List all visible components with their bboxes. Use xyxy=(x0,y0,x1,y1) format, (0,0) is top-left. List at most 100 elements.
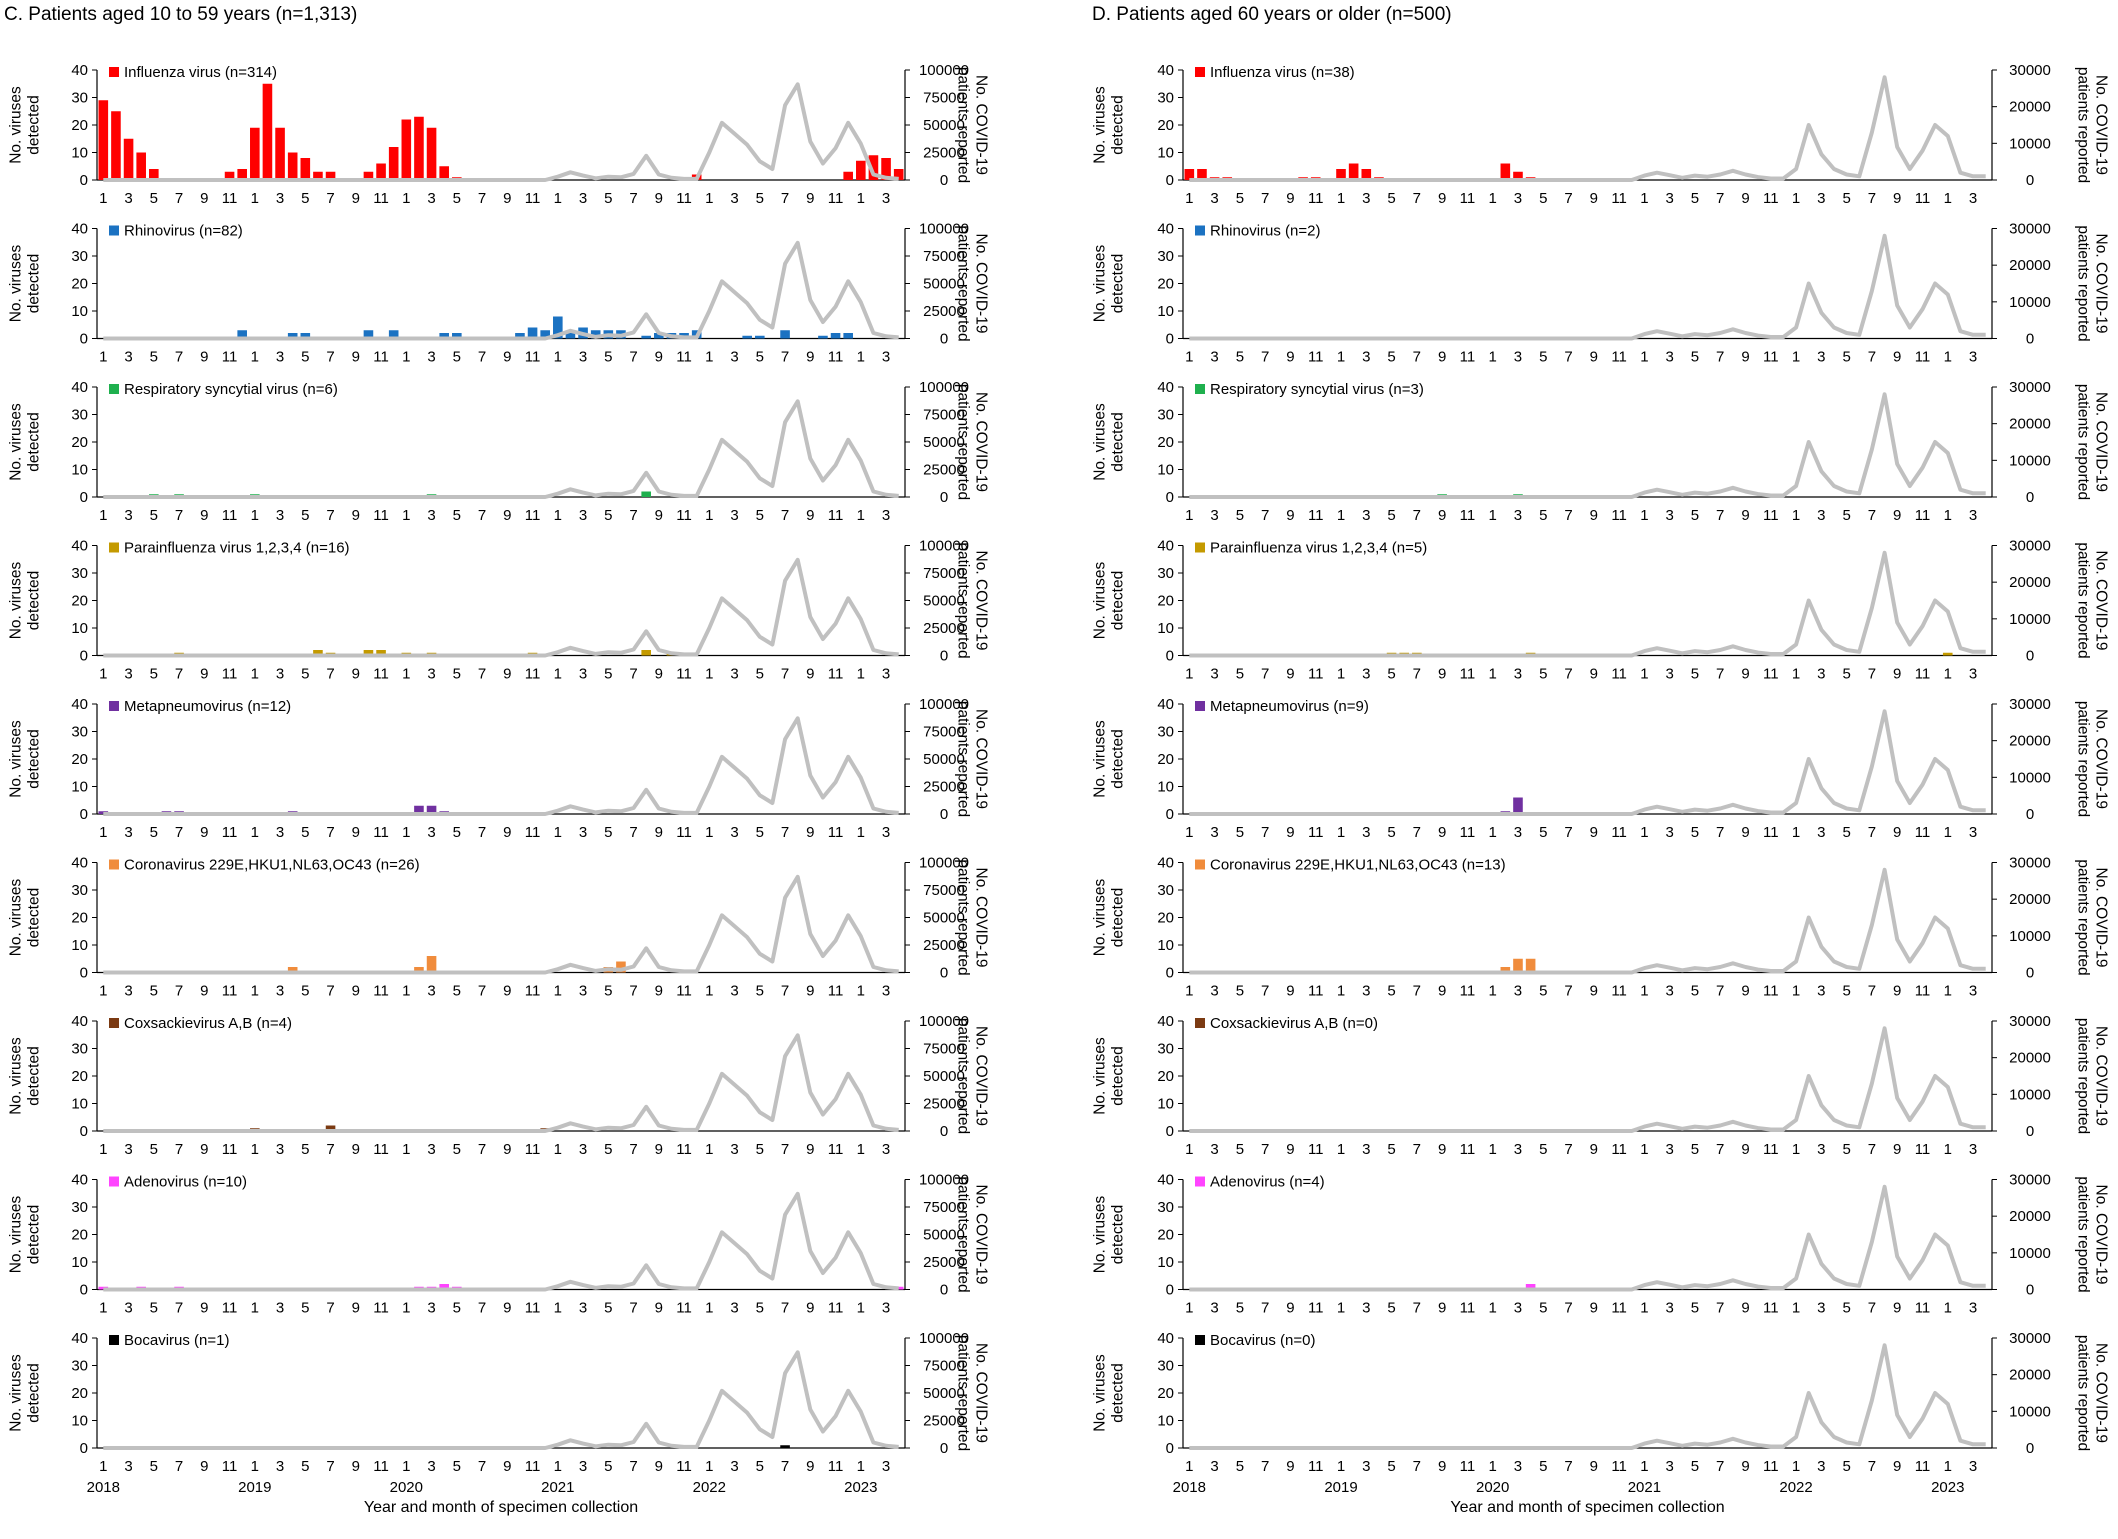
d-row7-left-tick-label: 20 xyxy=(1157,1227,1174,1244)
d-row1-right-tick-label: 10000 xyxy=(2009,294,2051,311)
d-row8-month-label: 9 xyxy=(1893,1458,1901,1475)
c-row3-bar xyxy=(363,650,374,656)
c-row4-month-label: 5 xyxy=(150,824,158,841)
d-row3-left-tick-label: 0 xyxy=(1166,648,1174,665)
d-row2-right-tick-label: 30000 xyxy=(2009,379,2051,396)
right-axis-label-line: patients reported xyxy=(955,859,972,975)
c-row3-month-label: 5 xyxy=(453,666,461,683)
c-row4-legend-label: Metapneumovirus (n=12) xyxy=(124,698,291,715)
left-axis-label-line: detected xyxy=(25,412,42,471)
left-axis-label-line: detected xyxy=(25,95,42,154)
c-row1-month-label: 9 xyxy=(655,349,663,366)
d-row5-bar xyxy=(1513,958,1523,973)
c-row6-month-label: 1 xyxy=(554,1141,562,1158)
c-row5-month-label: 1 xyxy=(251,983,259,1000)
c-row2-covid-line xyxy=(103,399,899,499)
d-row6-month-label: 5 xyxy=(1842,1141,1850,1158)
d-row1-month-label: 7 xyxy=(1261,349,1269,366)
c-row3-month-label: 3 xyxy=(579,666,587,683)
d-row3-month-label: 5 xyxy=(1691,666,1699,683)
c-row5-month-label: 7 xyxy=(478,983,486,1000)
d-row0-month-label: 9 xyxy=(1590,190,1598,207)
c-row5-covid-line xyxy=(103,874,899,975)
c-row0-month-label: 9 xyxy=(503,190,511,207)
c-row4-covid-line xyxy=(103,716,899,816)
d-row7-month-label: 3 xyxy=(1969,1300,1977,1317)
c-row0-month-label: 7 xyxy=(175,190,183,207)
right-axis-label-line: No. COVID-19 xyxy=(973,392,990,492)
d-row3-month-label: 5 xyxy=(1842,666,1850,683)
d-year-label: 2022 xyxy=(1779,1479,1812,1496)
c-row8-month-label: 3 xyxy=(730,1458,738,1475)
c-row1-right-tick-label: 100000 xyxy=(919,221,969,238)
c-x-axis-title: Year and month of specimen collection xyxy=(364,1499,638,1516)
c-row1-month-label: 3 xyxy=(427,349,435,366)
d-row3-month-label: 1 xyxy=(1489,666,1497,683)
d-row6-right-axis-label: No. COVID-19patients reported xyxy=(2075,1018,2110,1134)
d-row8-month-label: 1 xyxy=(1337,1458,1345,1475)
panel-d-title: D. Patients aged 60 years or older (n=50… xyxy=(1092,4,1452,25)
c-row2-left-tick-label: 30 xyxy=(71,407,88,424)
c-row0-month-label: 11 xyxy=(525,190,541,207)
d-row0-left-tick-label: 10 xyxy=(1157,145,1174,162)
d-row5-month-label: 9 xyxy=(1286,983,1294,1000)
c-row0-right-axis-label: No. COVID-19patients reported xyxy=(955,67,990,183)
c-row1-bar xyxy=(515,333,525,339)
right-axis-label-line: patients reported xyxy=(955,701,972,817)
d-row0-month-label: 3 xyxy=(1362,190,1370,207)
c-row5-bar xyxy=(414,967,424,973)
c-year-label: 2018 xyxy=(87,1479,120,1496)
c-row4-month-label: 3 xyxy=(730,824,738,841)
c-row6-month-label: 7 xyxy=(175,1141,183,1158)
c-row1-month-label: 9 xyxy=(806,349,814,366)
d-row6-month-label: 5 xyxy=(1691,1141,1699,1158)
left-axis-label-line: detected xyxy=(1109,1046,1126,1105)
c-row2-right-tick-label: 50000 xyxy=(923,434,965,451)
d-row2-month-label: 5 xyxy=(1842,507,1850,524)
right-axis-label-line: No. COVID-19 xyxy=(2093,1185,2110,1285)
d-row4-month-label: 11 xyxy=(1763,824,1779,841)
c-row0-month-label: 3 xyxy=(882,190,890,207)
left-axis-label-line: No. viruses xyxy=(1091,1195,1108,1273)
c-row6-month-label: 3 xyxy=(579,1141,587,1158)
c-row1-bar xyxy=(363,330,374,339)
c-row4-month-label: 3 xyxy=(579,824,587,841)
c-row8-right-tick-label: 50000 xyxy=(923,1385,965,1402)
c-row1-month-label: 1 xyxy=(554,349,562,366)
d-row5-month-label: 11 xyxy=(1611,983,1627,1000)
d-row8-left-tick-label: 40 xyxy=(1157,1330,1174,1347)
d-row2-month-label: 9 xyxy=(1438,507,1446,524)
c-row6-right-tick-label: 100000 xyxy=(919,1013,969,1030)
c-row4-month-label: 1 xyxy=(554,824,562,841)
c-row6-bar xyxy=(325,1125,336,1131)
c-row1-left-tick-label: 0 xyxy=(80,331,88,348)
c-row4-bar xyxy=(414,805,424,814)
c-row4-month-label: 9 xyxy=(352,824,360,841)
d-row7-month-label: 1 xyxy=(1944,1300,1952,1317)
c-row6-legend-swatch xyxy=(109,1018,119,1028)
c-row1-month-label: 11 xyxy=(222,349,238,366)
d-row4-month-label: 5 xyxy=(1539,824,1547,841)
d-row3-month-label: 9 xyxy=(1438,666,1446,683)
d-row4-month-label: 1 xyxy=(1944,824,1952,841)
c-row7-month-label: 7 xyxy=(629,1300,637,1317)
d-row2-month-label: 9 xyxy=(1286,507,1294,524)
right-axis-label-line: No. COVID-19 xyxy=(2093,1343,2110,1443)
d-row3-right-tick-label: 20000 xyxy=(2009,574,2051,591)
d-row0-right-tick-label: 30000 xyxy=(2009,62,2051,79)
c-row2-month-label: 9 xyxy=(655,507,663,524)
c-row0-month-label: 1 xyxy=(857,190,865,207)
d-row4-month-label: 1 xyxy=(1489,824,1497,841)
d-row3-month-label: 3 xyxy=(1362,666,1370,683)
right-axis-label-line: patients reported xyxy=(2075,701,2092,817)
c-row4-month-label: 3 xyxy=(427,824,435,841)
d-year-label: 2021 xyxy=(1628,1479,1661,1496)
c-row8-covid-line xyxy=(103,1350,899,1450)
c-row6-month-label: 11 xyxy=(828,1141,844,1158)
d-row3-month-label: 1 xyxy=(1185,666,1193,683)
d-row8-legend-swatch xyxy=(1195,1335,1205,1345)
c-row1-left-tick-label: 10 xyxy=(71,303,88,320)
c-row1-left-axis-label: No. virusesdetected xyxy=(7,244,42,322)
c-row0-legend-label: Influenza virus (n=314) xyxy=(124,64,277,81)
d-row5-month-label: 3 xyxy=(1514,983,1522,1000)
